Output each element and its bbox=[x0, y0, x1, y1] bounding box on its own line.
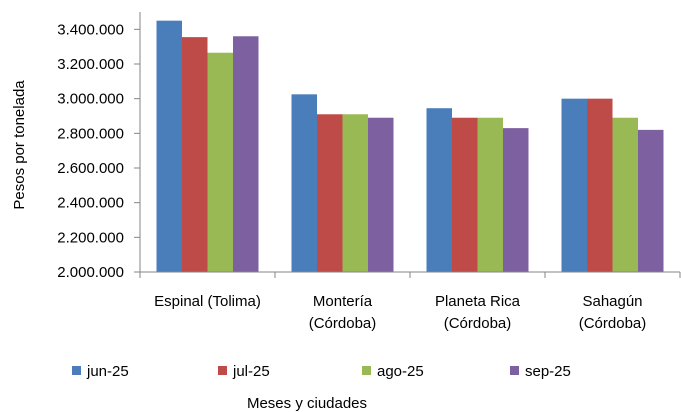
bar-jul-25-0 bbox=[182, 37, 208, 273]
bar-sep-25-2 bbox=[503, 128, 529, 272]
bar-jul-25-1 bbox=[317, 114, 343, 273]
y-tick-label: 3.200.000 bbox=[57, 56, 124, 73]
y-axis-title-group: Pesos por tonelada bbox=[11, 80, 28, 210]
bar-jul-25-2 bbox=[452, 117, 478, 272]
bar-jun-25-1 bbox=[291, 94, 317, 272]
legend-label: jun-25 bbox=[86, 363, 129, 380]
legend-swatch-jul-25 bbox=[218, 366, 227, 375]
legend: jun-25 jul-25 ago-25 sep-25 bbox=[72, 363, 571, 380]
bar-sep-25-3 bbox=[638, 129, 664, 272]
y-axis-title: Pesos por tonelada bbox=[11, 80, 28, 210]
category-label: Montería (Córdoba) bbox=[309, 293, 377, 332]
bar-jun-25-0 bbox=[156, 20, 182, 272]
legend-label: ago-25 bbox=[377, 363, 424, 380]
legend-swatch-jun-25 bbox=[72, 366, 81, 375]
x-axis-title: Meses y ciudades bbox=[247, 395, 367, 412]
legend-swatch-ago-25 bbox=[362, 366, 371, 375]
bar-jul-25-3 bbox=[587, 98, 613, 273]
bar-ago-25-0 bbox=[207, 52, 233, 272]
bar-jun-25-3 bbox=[561, 98, 587, 273]
category-label: Planeta Rica (Córdoba) bbox=[435, 293, 521, 332]
category-label-line: Espinal (Tolima) bbox=[154, 293, 261, 310]
bar-ago-25-2 bbox=[477, 117, 503, 272]
category-label-line: (Córdoba) bbox=[579, 315, 647, 332]
legend-swatch-sep-25 bbox=[510, 366, 519, 375]
bar-sep-25-0 bbox=[233, 36, 259, 273]
category-label-line: Montería bbox=[313, 293, 373, 310]
category-label-line: Sahagún bbox=[582, 293, 642, 310]
y-tick-label: 3.000.000 bbox=[57, 91, 124, 108]
y-tick-label: 2.400.000 bbox=[57, 195, 124, 212]
bars bbox=[156, 20, 664, 273]
bar-ago-25-3 bbox=[612, 117, 638, 272]
legend-label: sep-25 bbox=[525, 363, 571, 380]
category-labels: Espinal (Tolima) Montería (Córdoba)Planeta… bbox=[154, 293, 646, 332]
bar-sep-25-1 bbox=[368, 117, 394, 272]
bar-ago-25-1 bbox=[342, 114, 368, 273]
y-axis-ticks: 2.000.000 2.200.000 2.400.000 2.600.000 2.80… bbox=[57, 21, 140, 281]
legend-label: jul-25 bbox=[232, 363, 270, 380]
category-label: Sahagún (Córdoba) bbox=[579, 293, 647, 332]
y-tick-label: 2.200.000 bbox=[57, 229, 124, 246]
y-tick-label: 2.800.000 bbox=[57, 125, 124, 142]
bar-jun-25-2 bbox=[426, 108, 452, 272]
category-label: Espinal (Tolima) bbox=[154, 293, 261, 310]
axes bbox=[139, 12, 681, 278]
category-label-line: Planeta Rica bbox=[435, 293, 521, 310]
category-label-line: (Córdoba) bbox=[444, 315, 512, 332]
y-tick-label: 3.400.000 bbox=[57, 21, 124, 38]
category-label-line: (Córdoba) bbox=[309, 315, 377, 332]
y-tick-label: 2.000.000 bbox=[57, 264, 124, 281]
y-tick-label: 2.600.000 bbox=[57, 160, 124, 177]
